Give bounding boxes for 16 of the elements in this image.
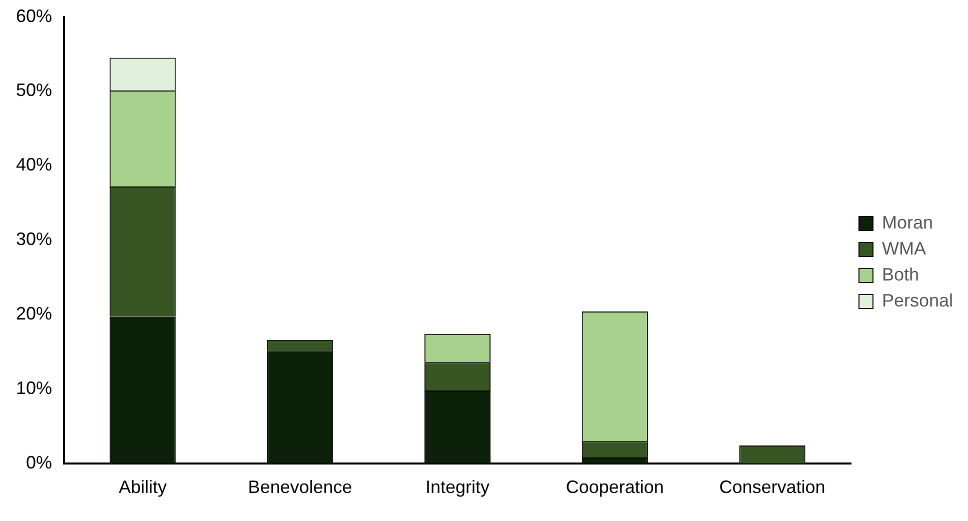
legend-label: WMA <box>882 238 926 258</box>
x-tick-label: Integrity <box>425 477 490 498</box>
x-tick-label: Conservation <box>719 477 826 498</box>
y-tick-label: 40% <box>16 154 52 175</box>
x-tick-label: Benevolence <box>248 477 352 498</box>
y-tick-label: 10% <box>16 378 52 398</box>
legend-label: Both <box>882 264 919 284</box>
y-tick-label: 60% <box>16 6 52 26</box>
legend-label: Moran <box>882 212 933 232</box>
y-tick-label: 20% <box>16 304 52 324</box>
legend-label: Personal <box>882 290 954 310</box>
y-tick-label: 0% <box>26 452 52 472</box>
x-tick-label: Ability <box>118 477 167 498</box>
y-tick-label: 50% <box>16 80 52 100</box>
x-tick-label: Cooperation <box>566 477 664 498</box>
y-tick-label: 30% <box>16 229 52 250</box>
